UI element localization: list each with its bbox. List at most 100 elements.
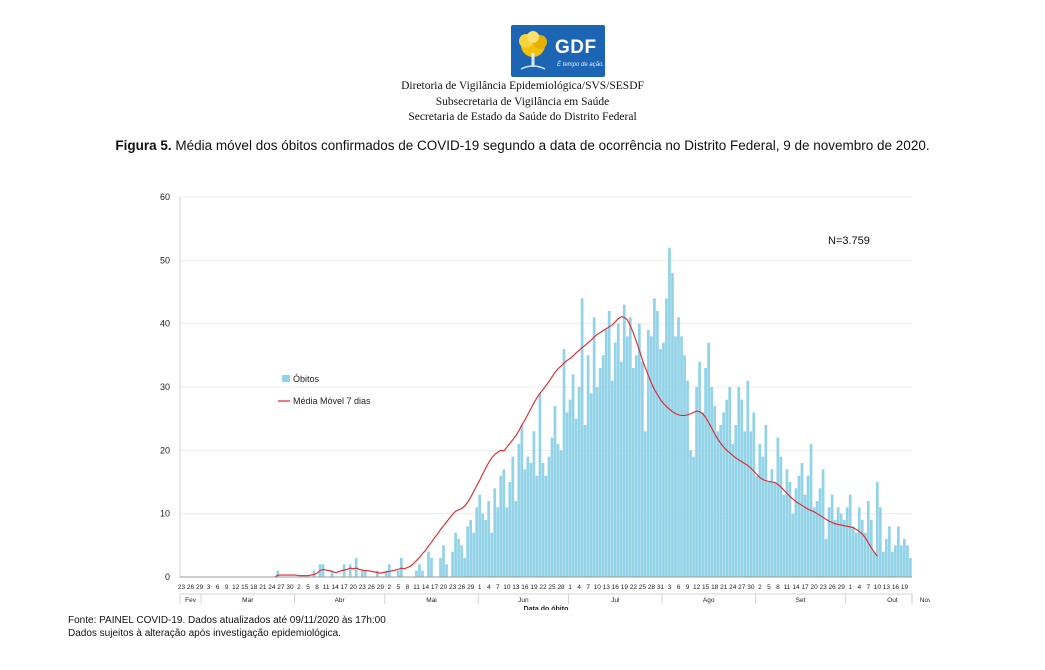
bar xyxy=(598,368,602,577)
bar xyxy=(848,494,852,577)
bar xyxy=(794,488,798,577)
bar xyxy=(888,526,891,577)
y-tick-label: 60 xyxy=(160,192,170,202)
bar xyxy=(698,361,701,577)
bar xyxy=(586,355,590,577)
header-line-2: Subsecretaria de Vigilância em Saúde xyxy=(435,96,610,108)
bar xyxy=(631,368,635,577)
x-tick-label: 13 xyxy=(512,584,520,591)
bar xyxy=(806,475,810,577)
bar xyxy=(881,551,885,577)
bar xyxy=(499,475,503,577)
bar xyxy=(647,330,650,577)
x-tick-label: 12 xyxy=(232,584,240,591)
bar xyxy=(559,450,563,577)
bar xyxy=(538,393,542,577)
x-tick-label: 11 xyxy=(323,584,330,591)
month-label: Ago xyxy=(703,597,715,604)
x-tick-label: 28 xyxy=(557,584,565,591)
bar xyxy=(640,361,644,577)
bar xyxy=(776,437,780,577)
x-tick-label: 5 xyxy=(306,584,310,591)
bar xyxy=(836,507,840,577)
bar xyxy=(662,342,665,577)
x-tick-label: 17 xyxy=(431,584,439,591)
x-tick-label: 30 xyxy=(286,584,294,591)
bar xyxy=(740,399,744,577)
bar xyxy=(894,545,897,577)
bar xyxy=(625,336,629,577)
bar xyxy=(526,456,530,577)
x-tick-label: 4 xyxy=(857,584,861,591)
bar xyxy=(457,539,460,577)
bar xyxy=(616,323,620,577)
bar xyxy=(680,336,683,577)
bar xyxy=(755,475,759,577)
bar xyxy=(580,298,584,577)
bar xyxy=(330,570,334,577)
x-tick-label: 6 xyxy=(677,584,681,591)
x-axis-title: Data do óbito xyxy=(524,606,569,610)
y-tick-label: 10 xyxy=(160,509,170,519)
bar xyxy=(903,539,906,577)
bar xyxy=(321,564,325,577)
bar xyxy=(454,532,457,577)
x-tick-label: 29 xyxy=(196,584,204,591)
moving-average-line xyxy=(181,316,878,578)
bar xyxy=(815,501,819,577)
bar xyxy=(481,513,485,577)
bar xyxy=(466,526,469,577)
x-tick-label: 9 xyxy=(686,584,690,591)
bar xyxy=(514,501,518,577)
x-tick-label: 7 xyxy=(586,584,590,591)
x-tick-label: 23 xyxy=(359,584,367,591)
bar xyxy=(496,507,500,577)
x-tick-label: 24 xyxy=(268,584,276,591)
x-tick-label: 9 xyxy=(225,584,229,591)
x-tick-label: 13 xyxy=(603,584,611,591)
bar xyxy=(532,431,536,577)
x-tick-label: 23 xyxy=(178,584,186,591)
bar xyxy=(415,570,418,577)
legend-bar-label: Óbitos xyxy=(293,374,320,384)
bar xyxy=(773,482,777,577)
bar xyxy=(613,342,617,577)
bar xyxy=(689,450,692,577)
bar xyxy=(604,330,608,577)
bar xyxy=(396,570,400,577)
month-label: Fev xyxy=(185,597,197,604)
bar xyxy=(851,526,855,577)
x-tick-label: 4 xyxy=(577,584,581,591)
bar xyxy=(854,532,858,577)
bar xyxy=(761,456,765,577)
x-tick-label: 8 xyxy=(406,584,410,591)
x-tick-label: 15 xyxy=(702,584,710,591)
bar xyxy=(312,570,316,577)
bar xyxy=(535,475,539,577)
bar xyxy=(469,520,472,577)
bar xyxy=(710,387,713,577)
bar xyxy=(541,463,545,577)
bar xyxy=(695,387,698,577)
x-tick-label: 5 xyxy=(767,584,771,591)
bar xyxy=(592,317,596,577)
x-tick-label: 18 xyxy=(711,584,719,591)
bar xyxy=(827,507,831,577)
bar xyxy=(737,387,741,577)
x-tick-label: 29 xyxy=(377,584,385,591)
bar xyxy=(704,368,707,577)
bar xyxy=(544,475,548,577)
x-tick-label: 14 xyxy=(422,584,430,591)
bar xyxy=(472,532,476,577)
bar xyxy=(656,311,659,577)
x-tick-label: 15 xyxy=(241,584,249,591)
y-tick-label: 50 xyxy=(160,255,170,265)
x-tick-label: 20 xyxy=(350,584,358,591)
bar xyxy=(764,425,768,577)
bar xyxy=(872,551,876,577)
month-label: Mai xyxy=(426,597,436,604)
month-label: Jul xyxy=(611,597,620,604)
bar xyxy=(553,406,557,577)
bar xyxy=(520,425,524,577)
x-tick-label: 17 xyxy=(801,584,809,591)
